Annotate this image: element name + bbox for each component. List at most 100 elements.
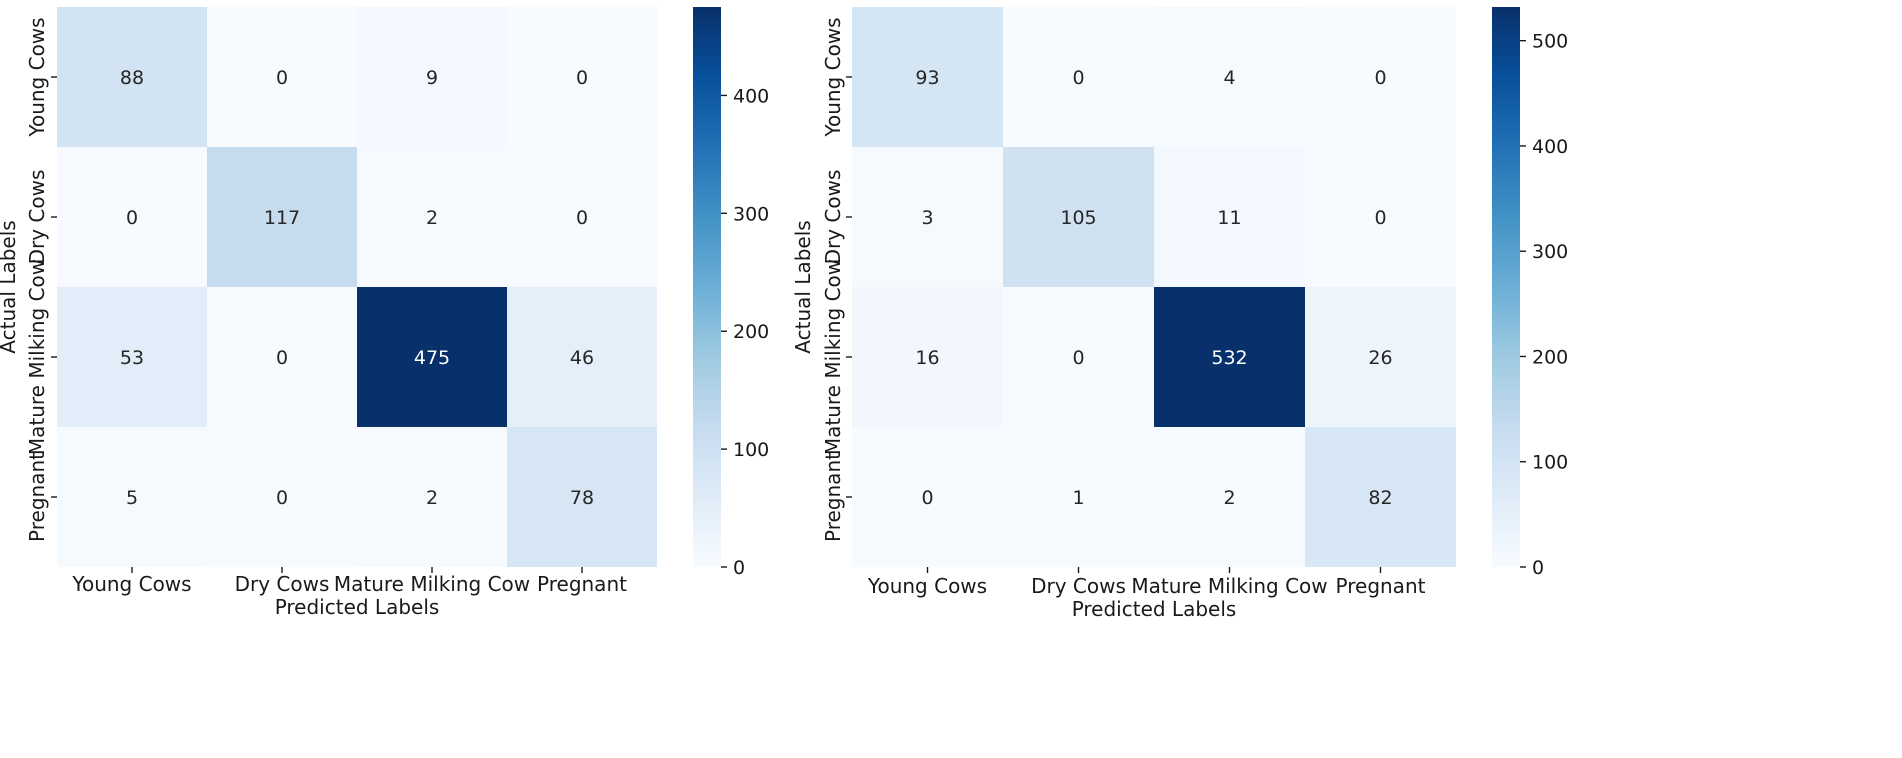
cell-value-label: 93 bbox=[915, 67, 939, 89]
heatmap-cell bbox=[57, 427, 207, 567]
heatmap-cell bbox=[57, 287, 207, 427]
heatmap-cell bbox=[57, 7, 207, 147]
x-tick-label: Pregnant bbox=[1336, 574, 1426, 598]
cell-value-label: 0 bbox=[1374, 207, 1386, 229]
heatmap-cell bbox=[1305, 427, 1456, 567]
cell-value-label: 4 bbox=[1223, 67, 1235, 89]
cell-value-label: 0 bbox=[276, 347, 288, 369]
cell-value-label: 0 bbox=[1374, 67, 1386, 89]
x-tick-label: Mature Milking Cow bbox=[334, 572, 530, 596]
colorbar-tick-label: 100 bbox=[733, 439, 769, 461]
cell-value-label: 0 bbox=[276, 487, 288, 509]
confusion-matrix-left: 88 0 9 0 0 117 2 0 53 0 475 46 5 0 2 78 Young Cows Dry Co… bbox=[0, 7, 769, 619]
colorbar-tick-label: 200 bbox=[733, 321, 769, 343]
colorbar-tick-label: 0 bbox=[733, 557, 745, 579]
cell-value-label: 82 bbox=[1368, 487, 1392, 509]
heatmap-cell bbox=[357, 147, 507, 287]
x-axis-label: Predicted Labels bbox=[275, 595, 440, 619]
heatmap-cell bbox=[57, 147, 207, 287]
heatmap-cell bbox=[207, 147, 357, 287]
cell-value-label: 26 bbox=[1368, 347, 1392, 369]
y-tick-label: Young Cows bbox=[25, 17, 49, 137]
x-tick-label: Dry Cows bbox=[1031, 574, 1126, 598]
heatmap-cell bbox=[1003, 7, 1154, 147]
heatmap-cell bbox=[852, 427, 1003, 567]
heatmap-cell bbox=[1003, 287, 1154, 427]
colorbar-tick-label: 0 bbox=[1532, 557, 1544, 579]
y-tick-label: Young Cows bbox=[821, 17, 845, 137]
colorbar-tick-label: 300 bbox=[1532, 241, 1568, 263]
y-tick-label: Pregnant bbox=[25, 452, 49, 542]
cell-value-label: 105 bbox=[1060, 207, 1096, 229]
colorbar-tick-label: 400 bbox=[1532, 136, 1568, 158]
cell-value-label: 5 bbox=[126, 487, 138, 509]
heatmap-cell bbox=[357, 427, 507, 567]
heatmap-cell bbox=[507, 147, 657, 287]
heatmap-cell bbox=[1003, 147, 1154, 287]
heatmap-cell bbox=[1154, 287, 1305, 427]
colorbar-tick-label: 400 bbox=[733, 85, 769, 107]
heatmap-cell bbox=[852, 287, 1003, 427]
cell-value-label: 3 bbox=[921, 207, 933, 229]
heatmap-cell bbox=[1305, 287, 1456, 427]
cell-value-label: 78 bbox=[570, 487, 594, 509]
cell-value-label: 2 bbox=[1223, 487, 1235, 509]
cell-value-label: 0 bbox=[921, 487, 933, 509]
y-tick-label: Mature Milking Cow bbox=[821, 259, 845, 455]
cell-value-label: 2 bbox=[426, 207, 438, 229]
cell-value-label: 0 bbox=[1072, 347, 1084, 369]
cell-value-label: 88 bbox=[120, 67, 144, 89]
cell-value-label: 53 bbox=[120, 347, 144, 369]
heatmap-cell bbox=[1154, 427, 1305, 567]
y-tick-label: Dry Cows bbox=[821, 170, 845, 265]
heatmap-cell bbox=[1003, 427, 1154, 567]
colorbar bbox=[693, 7, 721, 567]
cell-value-label: 1 bbox=[1072, 487, 1084, 509]
heatmap-cell bbox=[1305, 147, 1456, 287]
heatmap-cell bbox=[357, 287, 507, 427]
y-axis-label: Actual Labels bbox=[0, 220, 20, 353]
cell-value-label: 475 bbox=[414, 347, 450, 369]
y-tick-label: Pregnant bbox=[821, 452, 845, 542]
x-tick-label: Young Cows bbox=[867, 574, 987, 598]
x-tick-label: Dry Cows bbox=[235, 572, 330, 596]
cell-value-label: 532 bbox=[1211, 347, 1247, 369]
colorbar-tick-label: 500 bbox=[1532, 31, 1568, 53]
y-axis-label: Actual Labels bbox=[791, 220, 815, 353]
heatmap-cell bbox=[507, 427, 657, 567]
x-tick-label: Mature Milking Cow bbox=[1131, 574, 1327, 598]
heatmap-cell bbox=[507, 7, 657, 147]
heatmap-cell bbox=[207, 7, 357, 147]
cell-value-label: 9 bbox=[426, 67, 438, 89]
confusion-matrix-right: 93 0 4 0 3 105 11 0 16 0 532 26 0 1 2 82 Young Cows Dry C… bbox=[791, 7, 1568, 621]
heatmap-cell bbox=[207, 427, 357, 567]
heatmap-cell bbox=[852, 7, 1003, 147]
y-tick-label: Dry Cows bbox=[25, 170, 49, 265]
cell-value-label: 2 bbox=[426, 487, 438, 509]
heatmap-cell bbox=[207, 287, 357, 427]
y-tick-label: Mature Milking Cow bbox=[25, 259, 49, 455]
heatmap-cell bbox=[1305, 7, 1456, 147]
heatmap-cell bbox=[852, 147, 1003, 287]
cell-value-label: 0 bbox=[276, 67, 288, 89]
x-tick-label: Young Cows bbox=[71, 572, 191, 596]
colorbar-tick-label: 300 bbox=[733, 203, 769, 225]
heatmap-cell bbox=[357, 7, 507, 147]
colorbar-tick-label: 200 bbox=[1532, 346, 1568, 368]
x-axis-label: Predicted Labels bbox=[1072, 597, 1237, 621]
x-tick-label: Pregnant bbox=[537, 572, 627, 596]
cell-value-label: 46 bbox=[570, 347, 594, 369]
cell-value-label: 0 bbox=[126, 207, 138, 229]
cell-value-label: 0 bbox=[576, 67, 588, 89]
colorbar-tick-label: 100 bbox=[1532, 452, 1568, 474]
cell-value-label: 16 bbox=[915, 347, 939, 369]
cell-value-label: 0 bbox=[1072, 67, 1084, 89]
cell-value-label: 0 bbox=[576, 207, 588, 229]
heatmap-cell bbox=[507, 287, 657, 427]
heatmap-cell bbox=[1154, 7, 1305, 147]
colorbar bbox=[1492, 7, 1520, 567]
heatmap-cell bbox=[1154, 147, 1305, 287]
cell-value-label: 117 bbox=[264, 207, 300, 229]
cell-value-label: 11 bbox=[1217, 207, 1241, 229]
